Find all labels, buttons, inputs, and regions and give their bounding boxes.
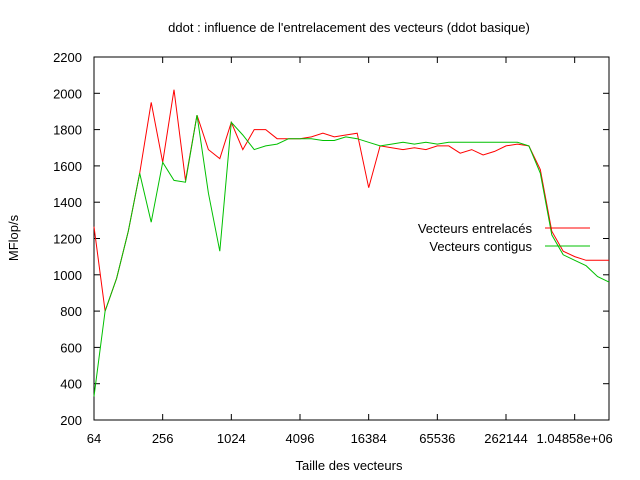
x-tick-label: 1024 — [217, 431, 246, 446]
y-tick-label: 1200 — [53, 232, 82, 247]
legend-label-1: Vecteurs entrelacés — [418, 221, 533, 236]
legend-label-2: Vecteurs contigus — [429, 239, 532, 254]
y-axis-title: MFlop/s — [6, 214, 21, 261]
x-tick-label: 262144 — [484, 431, 527, 446]
y-tick-label: 1600 — [53, 159, 82, 174]
x-tick-label: 4096 — [286, 431, 315, 446]
chart-title: ddot : influence de l'entrelacement des … — [168, 20, 530, 35]
axis-ticks — [93, 56, 609, 421]
series-line-1 — [93, 89, 609, 312]
legend: Vecteurs entrelacés Vecteurs contigus — [418, 221, 590, 254]
y-tick-label: 1400 — [53, 195, 82, 210]
x-tick-label: 16384 — [351, 431, 387, 446]
tick-labels: 200 400 600 800 1000 1200 1400 1600 1800 2000 2200… — [53, 50, 613, 446]
y-tick-label: 2200 — [53, 50, 82, 65]
plot-area — [93, 56, 610, 421]
y-tick-label: 800 — [60, 304, 82, 319]
x-tick-label: 256 — [152, 431, 174, 446]
x-axis-title: Taille des vecteurs — [296, 458, 403, 473]
series-lines — [93, 89, 610, 397]
x-tick-label: 1.04858e+06 — [537, 431, 613, 446]
x-tick-label: 65536 — [419, 431, 455, 446]
x-tick-label: 64 — [87, 431, 101, 446]
y-tick-label: 2000 — [53, 86, 82, 101]
y-tick-label: 1000 — [53, 268, 82, 283]
y-tick-label: 200 — [60, 413, 82, 428]
series-line-2 — [93, 115, 610, 397]
y-tick-label: 1800 — [53, 123, 82, 138]
y-tick-label: 600 — [60, 340, 82, 355]
y-tick-label: 400 — [60, 377, 82, 392]
